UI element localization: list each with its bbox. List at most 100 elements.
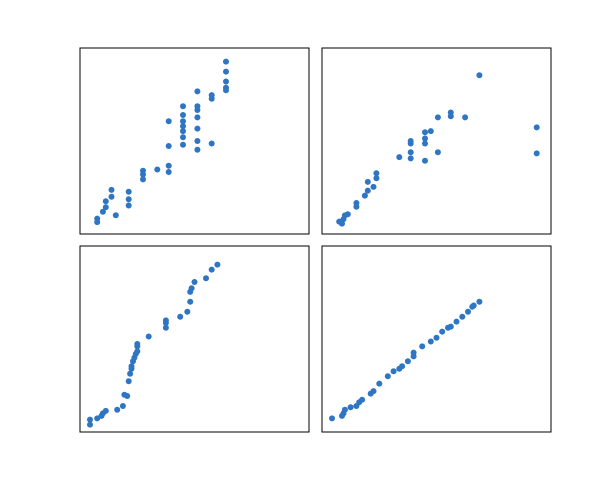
- data-point: [180, 134, 186, 141]
- data-point: [341, 406, 348, 413]
- data-point: [462, 114, 469, 121]
- data-point: [364, 178, 371, 185]
- data-point: [125, 196, 132, 203]
- data-point: [165, 118, 172, 125]
- data-point: [434, 149, 441, 156]
- data-point: [124, 393, 131, 399]
- data-point: [223, 78, 229, 85]
- data-point: [194, 138, 201, 144]
- data-point: [465, 308, 471, 315]
- data-point: [422, 140, 428, 147]
- data-point: [191, 279, 198, 285]
- panel-top-right: [321, 47, 552, 235]
- panel-bottom-right: [321, 245, 552, 433]
- data-point: [188, 285, 195, 292]
- data-point: [165, 169, 172, 175]
- data-point: [194, 146, 201, 153]
- data-point: [361, 192, 368, 199]
- data-point: [177, 313, 184, 320]
- data-point: [208, 92, 215, 99]
- data-point: [419, 343, 426, 350]
- data-point: [396, 154, 403, 161]
- data-point: [353, 200, 360, 206]
- data-point: [223, 68, 229, 75]
- data-point: [407, 149, 414, 156]
- data-point: [194, 125, 201, 132]
- data-point: [390, 368, 397, 375]
- panel-frame: [321, 47, 552, 235]
- data-point: [407, 155, 414, 162]
- data-point: [162, 317, 169, 324]
- data-point: [410, 349, 417, 356]
- data-point: [459, 313, 466, 320]
- data-point: [140, 167, 146, 174]
- data-point: [422, 157, 428, 164]
- data-point: [127, 370, 134, 377]
- data-point: [180, 123, 186, 130]
- data-point: [364, 187, 371, 194]
- data-point: [102, 204, 109, 211]
- data-point: [165, 162, 172, 169]
- data-point: [112, 212, 119, 219]
- data-point: [384, 373, 391, 380]
- data-point: [87, 416, 93, 423]
- data-point: [87, 421, 93, 428]
- data-point: [470, 302, 477, 309]
- data-point: [140, 176, 146, 183]
- data-point: [208, 266, 215, 273]
- data-point: [108, 186, 115, 193]
- data-point: [145, 333, 152, 340]
- data-point: [99, 208, 106, 215]
- data-point: [180, 112, 186, 118]
- data-point: [223, 84, 229, 91]
- data-point: [223, 58, 229, 65]
- data-point: [399, 363, 406, 370]
- data-point: [162, 324, 169, 331]
- data-point: [184, 308, 191, 315]
- data-point: [125, 378, 132, 385]
- data-point: [476, 72, 483, 79]
- data-point: [329, 415, 335, 422]
- data-point: [194, 88, 201, 95]
- data-point: [533, 124, 540, 131]
- data-point: [180, 141, 186, 148]
- data-point: [208, 140, 215, 147]
- data-point: [134, 348, 141, 355]
- data-point: [453, 318, 460, 325]
- data-point: [102, 407, 109, 414]
- data-point: [102, 198, 109, 205]
- data-point: [194, 114, 201, 121]
- data-point: [359, 396, 366, 403]
- data-point: [180, 103, 186, 110]
- data-point: [154, 166, 161, 173]
- data-point: [404, 358, 411, 365]
- data-point: [128, 363, 135, 370]
- data-point: [447, 323, 454, 330]
- data-point: [94, 215, 101, 222]
- data-point: [422, 129, 428, 136]
- data-point: [214, 261, 221, 268]
- data-point: [370, 388, 377, 395]
- data-point: [447, 113, 454, 120]
- panel-frame: [79, 245, 310, 433]
- data-point: [433, 334, 440, 341]
- data-point: [187, 298, 194, 305]
- data-point: [422, 135, 428, 142]
- data-point: [194, 103, 201, 110]
- data-point: [373, 175, 380, 182]
- data-point: [347, 404, 354, 411]
- panel-bottom-left: [79, 245, 310, 433]
- panel-top-left: [79, 47, 310, 235]
- data-point: [114, 406, 121, 413]
- data-point: [134, 341, 141, 347]
- data-point: [125, 188, 132, 195]
- data-point: [165, 143, 172, 149]
- data-point: [439, 328, 446, 335]
- data-point: [427, 128, 434, 135]
- data-point: [370, 183, 377, 190]
- data-point: [376, 380, 383, 387]
- data-point: [203, 275, 209, 282]
- data-point: [533, 150, 540, 157]
